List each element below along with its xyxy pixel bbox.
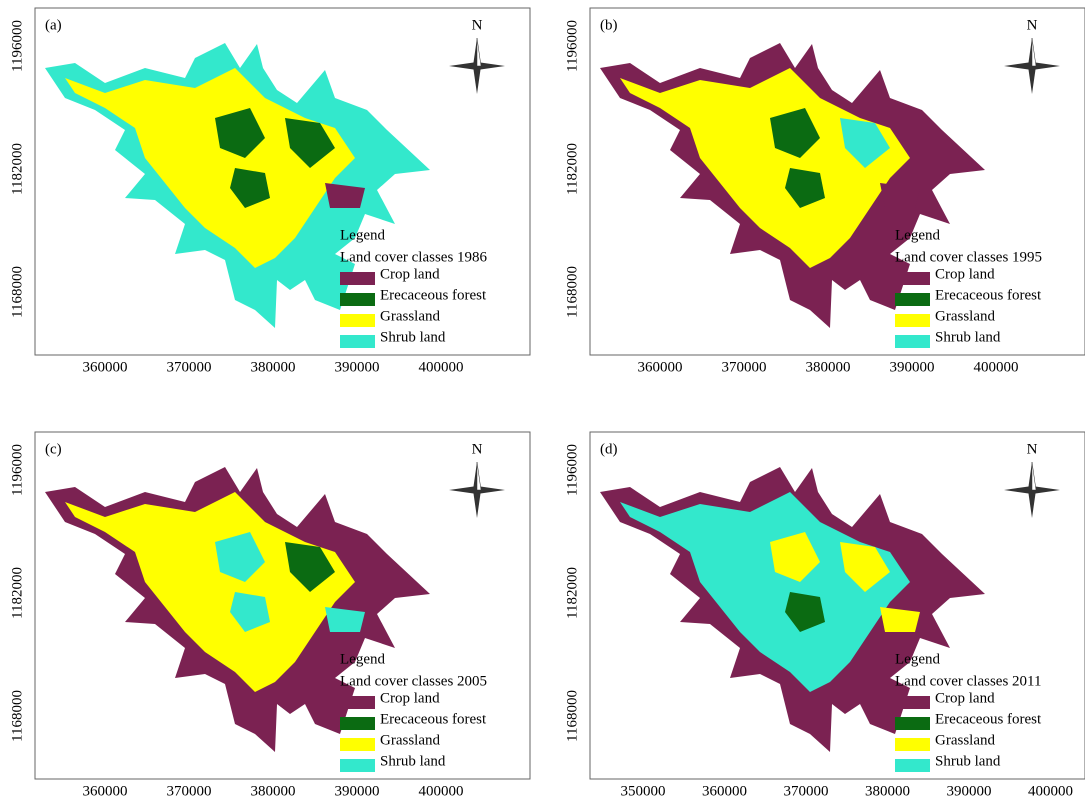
panel-label: (b) xyxy=(600,17,618,33)
y-tick-label: 1168000 xyxy=(564,266,580,318)
north-label: N xyxy=(472,441,483,457)
legend-title: Legend xyxy=(340,227,385,243)
x-tick-label: 360000 xyxy=(83,359,128,375)
x-tick-label: 370000 xyxy=(167,783,212,799)
panel-label: (d) xyxy=(600,441,618,457)
legend-title: Legend xyxy=(895,651,940,667)
legend-label: Shrub land xyxy=(935,329,1001,345)
x-tick-label: 370000 xyxy=(784,783,829,799)
legend-label: Grassland xyxy=(380,732,440,748)
figure: (a)NLegendLand cover classes 1986Crop la… xyxy=(0,0,1085,806)
legend-title: Legend xyxy=(340,651,385,667)
panel-label: (c) xyxy=(45,441,62,457)
y-tick-label: 1196000 xyxy=(564,20,580,72)
legend-swatch xyxy=(340,314,375,327)
legend-swatch xyxy=(340,696,375,709)
legend-label: Erecaceous forest xyxy=(935,711,1042,727)
x-tick-label: 390000 xyxy=(947,783,992,799)
x-tick-label: 400000 xyxy=(419,783,464,799)
legend-swatch xyxy=(895,314,930,327)
map-panel: (c) N Legend Land cover classes 2005Crop la… xyxy=(9,432,530,799)
legend-swatch xyxy=(340,335,375,348)
y-tick-label: 1168000 xyxy=(564,690,580,742)
legend-label: Crop land xyxy=(380,266,440,282)
north-label: N xyxy=(1027,17,1038,33)
x-tick-label: 360000 xyxy=(83,783,128,799)
legend-subtitle: Land cover classes 1995 xyxy=(895,249,1042,265)
x-tick-label: 390000 xyxy=(335,783,380,799)
north-arrow xyxy=(1032,462,1036,490)
y-tick-label: 1168000 xyxy=(9,690,25,742)
legend-label: Shrub land xyxy=(380,329,446,345)
legend-label: Erecaceous forest xyxy=(380,287,487,303)
panel-label: (a) xyxy=(45,17,62,33)
y-tick-label: 1182000 xyxy=(564,143,580,195)
legend-swatch xyxy=(895,272,930,285)
north-arrow xyxy=(1032,38,1036,66)
legend-swatch xyxy=(895,717,930,730)
x-tick-label: 380000 xyxy=(806,359,851,375)
x-tick-label: 380000 xyxy=(251,359,296,375)
legend-subtitle: Land cover classes 2011 xyxy=(895,673,1041,689)
x-tick-label: 360000 xyxy=(638,359,683,375)
x-tick-label: 400000 xyxy=(419,359,464,375)
x-tick-label: 360000 xyxy=(702,783,747,799)
y-tick-label: 1182000 xyxy=(9,143,25,195)
legend-swatch xyxy=(895,738,930,751)
legend-label: Crop land xyxy=(935,690,995,706)
y-tick-label: 1168000 xyxy=(9,266,25,318)
legend-swatch xyxy=(895,759,930,772)
y-tick-label: 1196000 xyxy=(9,444,25,496)
legend-label: Crop land xyxy=(380,690,440,706)
y-tick-label: 1196000 xyxy=(9,20,25,72)
legend-label: Grassland xyxy=(935,308,995,324)
legend-subtitle: Land cover classes 2005 xyxy=(340,673,487,689)
legend-swatch xyxy=(340,293,375,306)
legend-swatch xyxy=(340,717,375,730)
y-tick-label: 1182000 xyxy=(564,567,580,619)
legend-swatch xyxy=(895,335,930,348)
legend-swatch xyxy=(340,738,375,751)
x-tick-label: 380000 xyxy=(251,783,296,799)
x-tick-label: 370000 xyxy=(722,359,767,375)
north-arrow xyxy=(477,462,481,490)
legend-swatch xyxy=(895,293,930,306)
legend-label: Erecaceous forest xyxy=(935,287,1042,303)
legend-swatch xyxy=(340,272,375,285)
x-tick-label: 370000 xyxy=(167,359,212,375)
y-tick-label: 1196000 xyxy=(564,444,580,496)
legend-label: Crop land xyxy=(935,266,995,282)
x-tick-label: 380000 xyxy=(865,783,910,799)
legend-label: Shrub land xyxy=(380,753,446,769)
legend-label: Erecaceous forest xyxy=(380,711,487,727)
legend-subtitle: Land cover classes 1986 xyxy=(340,249,488,265)
north-label: N xyxy=(472,17,483,33)
legend-label: Shrub land xyxy=(935,753,1001,769)
x-tick-label: 390000 xyxy=(335,359,380,375)
north-label: N xyxy=(1027,441,1038,457)
x-tick-label: 400000 xyxy=(1028,783,1073,799)
x-tick-label: 350000 xyxy=(621,783,666,799)
legend-title: Legend xyxy=(895,227,940,243)
legend-swatch xyxy=(895,696,930,709)
y-tick-label: 1182000 xyxy=(9,567,25,619)
x-tick-label: 400000 xyxy=(974,359,1019,375)
north-arrow xyxy=(477,38,481,66)
legend-label: Grassland xyxy=(935,732,995,748)
x-tick-label: 390000 xyxy=(890,359,935,375)
legend-swatch xyxy=(340,759,375,772)
legend-label: Grassland xyxy=(380,308,440,324)
